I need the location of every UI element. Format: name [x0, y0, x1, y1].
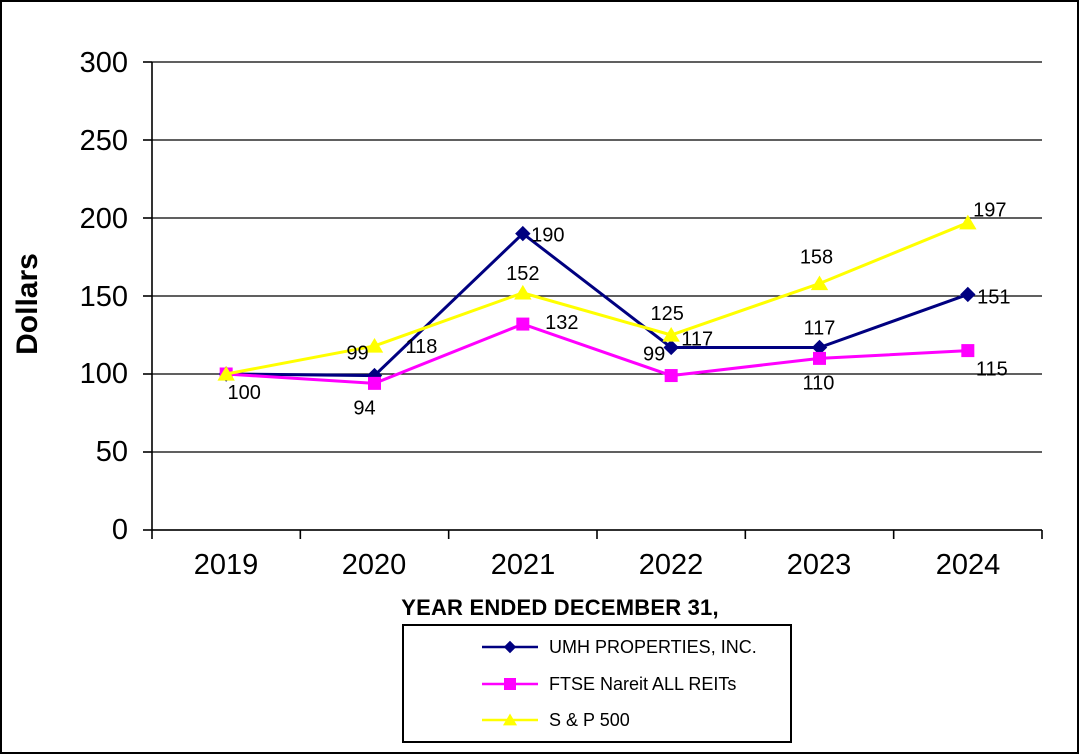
y-axis-tick-label-0: 0	[111, 514, 128, 546]
series-marker-umh-properties-inc	[515, 225, 531, 242]
x-axis-tick-label-2021: 2021	[490, 549, 556, 581]
magenta-square-line-icon	[482, 677, 538, 690]
legend-item-sp500: S & P 500	[480, 705, 790, 735]
x-axis-tick-label-2019: 2019	[193, 549, 259, 581]
y-axis-tick-label-250: 250	[79, 125, 128, 157]
series-marker-umh-properties-inc	[663, 339, 679, 356]
legend-item-label: UMH PROPERTIES, INC.	[549, 637, 757, 658]
series-line-ftse-nareit-all-reits	[226, 322, 968, 385]
series-marker-s-p-500	[514, 284, 532, 300]
data-label-s-p-500-2021: 152	[506, 263, 539, 285]
data-label-s-p-500-2022: 125	[650, 303, 683, 325]
legend-item-label: FTSE Nareit ALL REITs	[549, 673, 737, 694]
series-marker-s-p-500	[217, 366, 235, 381]
y-axis-tick-label-200: 200	[79, 203, 128, 235]
series-marker-s-p-500	[662, 327, 680, 342]
data-label-s-p-500-2023: 158	[800, 247, 833, 269]
x-axis-tick-label-2022: 2022	[638, 549, 704, 581]
series-marker-s-p-500	[810, 275, 829, 291]
series-marker-ftse-nareit-all-reits	[961, 344, 975, 358]
series-marker-ftse-nareit-all-reits	[664, 369, 678, 383]
data-label-ftse-nareit-all-reits-2021: 132	[545, 312, 578, 334]
series-marker-ftse-nareit-all-reits	[813, 351, 826, 365]
navy-diamond-line-icon	[482, 641, 538, 654]
series-marker-umh-properties-inc	[960, 286, 976, 303]
data-label-umh-properties-inc-2019: 100	[227, 382, 260, 404]
data-label-ftse-nareit-all-reits-2020: 94	[353, 397, 375, 419]
data-label-s-p-500-2024: 197	[973, 200, 1006, 222]
legend-item-label: S & P 500	[549, 709, 630, 730]
legend-marker-diamond	[503, 641, 517, 654]
data-label-umh-properties-inc-2021: 190	[531, 225, 564, 247]
x-axis-tick-label-2023: 2023	[786, 549, 852, 581]
series-marker-ftse-nareit-all-reits	[516, 317, 530, 331]
yellow-triangle-line-icon	[482, 713, 538, 726]
x-axis-tick-label-2020: 2020	[341, 549, 407, 581]
data-label-umh-properties-inc-2020: 99	[346, 343, 368, 365]
x-axis-tick-label-2024: 2024	[935, 549, 1001, 581]
legend-item-ftse-nareit: FTSE Nareit ALL REITs	[480, 669, 790, 699]
y-axis-tick-label-50: 50	[95, 436, 128, 468]
legend-item-umh-properties: UMH PROPERTIES, INC.	[480, 632, 790, 662]
legend: UMH PROPERTIES, INC. FTSE Nareit ALL REI…	[402, 624, 792, 743]
y-axis-tick-label-300: 300	[79, 47, 128, 79]
data-label-umh-properties-inc-2023: 117	[804, 317, 836, 339]
data-label-umh-properties-inc-2024: 151	[977, 286, 1010, 308]
data-label-s-p-500-2020: 118	[406, 336, 438, 358]
series-line-umh-properties-inc	[226, 231, 969, 378]
series-marker-s-p-500	[365, 337, 384, 353]
series-marker-s-p-500	[959, 214, 977, 230]
y-axis-title: Dollars	[11, 253, 44, 355]
legend-marker-triangle	[502, 713, 518, 726]
y-axis-tick-label-100: 100	[79, 358, 128, 390]
data-label-ftse-nareit-all-reits-2022: 99	[643, 344, 665, 366]
legend-marker-square	[504, 677, 516, 690]
y-axis-tick-label-150: 150	[79, 281, 128, 313]
series-marker-ftse-nareit-all-reits	[368, 376, 381, 390]
x-axis-title: YEAR ENDED DECEMBER 31,	[401, 595, 719, 620]
series-line-s-p-500	[225, 221, 969, 376]
data-label-ftse-nareit-all-reits-2023: 110	[803, 372, 835, 394]
data-label-umh-properties-inc-2022: 117	[681, 328, 713, 350]
data-label-ftse-nareit-all-reits-2024: 115	[976, 359, 1008, 381]
